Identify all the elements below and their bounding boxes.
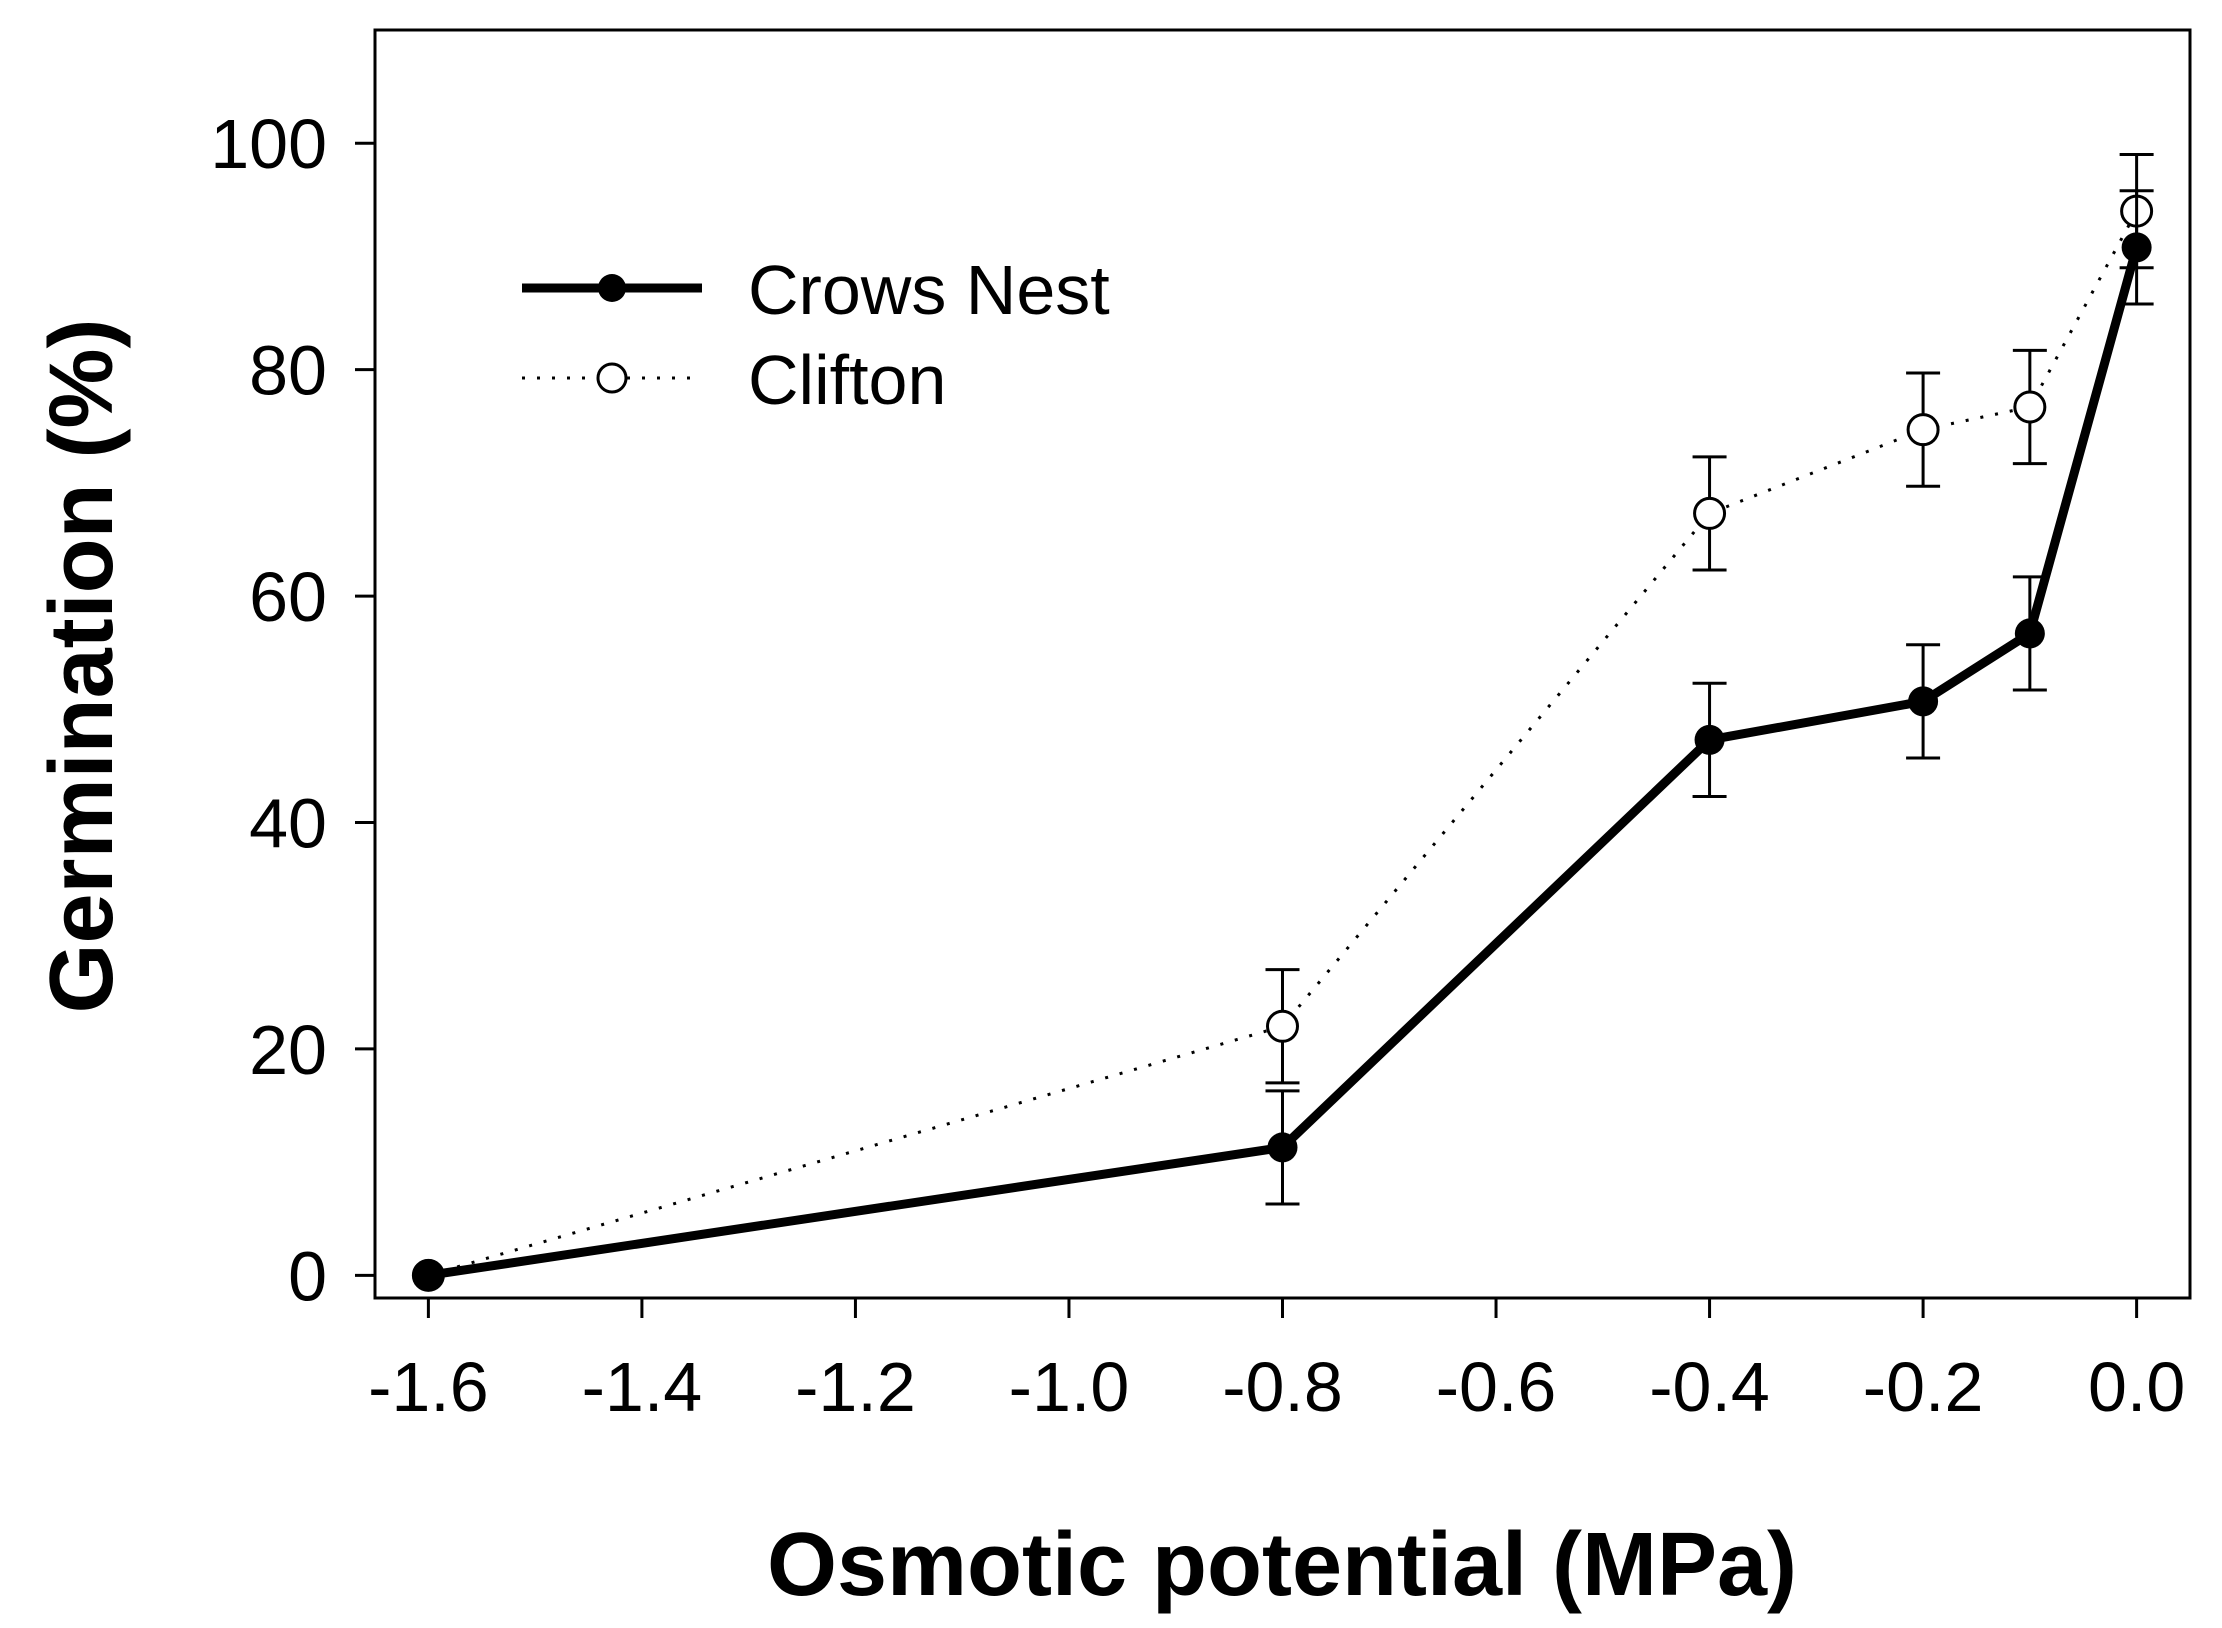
- x-tick-label: -0.2: [1863, 1348, 1984, 1426]
- legend: Crows Nest Clifton: [522, 251, 1110, 419]
- y-tick-label: 40: [249, 785, 327, 863]
- y-tick-label: 60: [249, 558, 327, 636]
- x-tick-label: -1.6: [368, 1348, 489, 1426]
- data-point-crows-nest: [1267, 1132, 1298, 1163]
- data-point-crows-nest: [2014, 618, 2045, 649]
- y-tick-label: 0: [288, 1237, 327, 1315]
- legend-marker-clifton: [596, 362, 628, 394]
- y-tick-label: 20: [249, 1011, 327, 1089]
- data-point-clifton: [1266, 1009, 1299, 1043]
- data-point-clifton: [2013, 390, 2047, 424]
- x-tick-label: -0.4: [1649, 1348, 1770, 1426]
- x-tick-label: -0.8: [1222, 1348, 1343, 1426]
- legend-marker-crows-nest: [598, 274, 626, 302]
- series-layer: [411, 153, 2154, 1292]
- x-tick-label: -0.6: [1436, 1348, 1557, 1426]
- x-tick-label: 0.0: [2088, 1348, 2185, 1426]
- y-axis: 0 20 40 60 80 100: [210, 105, 375, 1315]
- data-point-clifton: [1906, 413, 1940, 447]
- x-tick-label: -1.2: [795, 1348, 916, 1426]
- y-tick-label: 80: [249, 332, 327, 410]
- data-point-crows-nest: [413, 1260, 444, 1291]
- data-point-crows-nest: [1908, 686, 1939, 717]
- x-axis-title: Osmotic potential (MPa): [767, 1515, 1797, 1615]
- y-axis-title: Germination (%): [32, 318, 132, 1013]
- x-axis: -1.6 -1.4 -1.2 -1.0 -0.8 -0.6 -0.4 -0.2 0.0: [368, 1298, 2185, 1426]
- legend-label-clifton: Clifton: [748, 341, 946, 419]
- data-point-crows-nest: [2121, 232, 2152, 263]
- x-tick-label: -1.4: [582, 1348, 703, 1426]
- data-point-clifton: [1693, 496, 1727, 530]
- legend-label-crows-nest: Crows Nest: [748, 251, 1110, 329]
- series-crows-nest: [413, 189, 2154, 1291]
- data-point-crows-nest: [1694, 724, 1725, 755]
- x-tick-label: -1.0: [1009, 1348, 1130, 1426]
- series-line-crows-nest: [427, 246, 2141, 1280]
- y-tick-label: 100: [210, 105, 327, 183]
